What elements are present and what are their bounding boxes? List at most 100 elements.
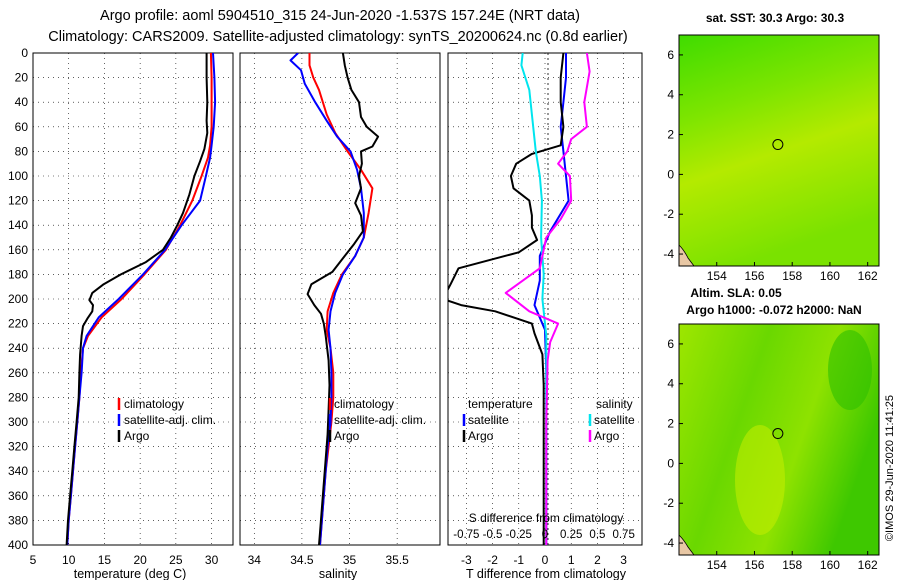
sst-map-panel: sat. SST: 30.3 Argo: 30.3 154 156 158 160 16… (663, 11, 880, 283)
s-tick-label: 0.5 (589, 529, 605, 541)
difference-legend-salinity: salinity satellite Argo (588, 397, 635, 443)
sla-map-title: Altim. SLA: 0.05 (690, 286, 782, 300)
depth-tick-label: 400 (8, 538, 28, 552)
legend-title-temperature: temperature (468, 397, 533, 411)
map-lat-label: 0 (667, 167, 674, 181)
sst-heatmap (679, 35, 879, 266)
map-lon-label: 158 (782, 558, 802, 572)
map-lat-label: 6 (667, 48, 674, 62)
depth-tick-label: 180 (8, 267, 28, 281)
x-tick-label: 30 (205, 553, 219, 567)
x-tick-label: 34.5 (290, 553, 314, 567)
series-line-argo (65, 53, 209, 545)
salinity-legend: climatology satellite-adj. clim. Argo (328, 397, 426, 443)
x-tick-label: -3 (461, 553, 472, 567)
s-tick-label: -0.25 (506, 529, 532, 541)
map-lat-label: 4 (667, 377, 674, 391)
sla-map-frame (678, 323, 880, 556)
difference-x-ticks: -3 -2 -1 0 1 2 3 (461, 553, 627, 567)
depth-tick-label: 120 (8, 194, 28, 208)
depth-tick-label: 160 (8, 243, 28, 257)
map-lat-label: -2 (663, 496, 674, 510)
map-lon-label: 156 (744, 269, 764, 283)
float-position-marker (772, 428, 784, 440)
series-line-argo (306, 53, 380, 545)
s-difference-label: S difference from climatology (469, 511, 624, 525)
map-lon-label: 154 (707, 558, 727, 572)
x-tick-label: 5 (30, 553, 37, 567)
legend-title-salinity: salinity (596, 397, 633, 411)
map-lat-label: 0 (667, 456, 674, 470)
float-position-marker (772, 139, 784, 151)
x-tick-label: 35 (343, 553, 357, 567)
header-line1: Argo profile: aoml 5904510_315 24-Jun-20… (100, 8, 580, 24)
difference-xlabel: T difference from climatology (466, 567, 627, 580)
salinity-xlabel: salinity (319, 567, 358, 580)
map-lat-label: 2 (667, 417, 674, 431)
sla-feature (735, 425, 785, 535)
depth-tick-label: 20 (15, 71, 29, 85)
depth-tick-label: 340 (8, 464, 28, 478)
s-tick-label: 0.75 (612, 529, 634, 541)
legend-label-climatology: climatology (334, 397, 394, 411)
depth-tick-label: 80 (15, 144, 29, 158)
sla-map-subtitle: Argo h1000: -0.072 h2000: NaN (686, 303, 861, 317)
x-tick-label: 2 (594, 553, 601, 567)
x-tick-label: -2 (487, 553, 498, 567)
difference-legend-temperature: temperature satellite Argo (462, 397, 533, 443)
depth-tick-label: 40 (15, 95, 29, 109)
s-tick-label: -0.75 (453, 529, 479, 541)
map-lon-label: 158 (782, 269, 802, 283)
x-tick-label: 15 (98, 553, 112, 567)
series-line-s-argo (504, 53, 591, 545)
land-patch (678, 244, 695, 267)
legend-label-argo: Argo (124, 429, 150, 443)
s-difference-ticks: -0.75 -0.5 -0.25 0 0.25 0.5 0.75 (453, 529, 635, 541)
temperature-gridlines (32, 53, 233, 545)
temperature-xlabel: temperature (deg C) (74, 567, 187, 580)
legend-label-t-argo: Argo (468, 429, 494, 443)
depth-tick-label: 200 (8, 292, 28, 306)
map-lat-label: 4 (667, 88, 674, 102)
sla-map-ticks: 154 156 158 160 162 -4 -2 0 2 4 6 (663, 337, 878, 572)
salinity-x-ticks: 34 34.5 35 35.5 (248, 553, 410, 567)
salinity-series (289, 53, 380, 545)
x-tick-label: 20 (133, 553, 147, 567)
sst-map-title: sat. SST: 30.3 Argo: 30.3 (706, 11, 845, 25)
temperature-legend: climatology satellite-adj. clim. Argo (117, 397, 216, 443)
map-lon-label: 160 (820, 269, 840, 283)
depth-tick-label: 260 (8, 366, 28, 380)
land-patch (678, 534, 695, 556)
header-line2: Climatology: CARS2009. Satellite-adjuste… (48, 29, 628, 45)
depth-tick-label: 320 (8, 440, 28, 454)
legend-label-s-satellite: satellite (594, 413, 635, 427)
x-tick-label: 1 (568, 553, 575, 567)
depth-axis-labels: 0 20 40 60 80 100 120 140 160 180 200 220 240 260 280 3… (8, 46, 28, 552)
sla-feature (828, 330, 872, 410)
map-lon-label: 162 (858, 269, 878, 283)
map-lat-label: -2 (663, 207, 674, 221)
map-lon-label: 162 (858, 558, 878, 572)
legend-label-s-argo: Argo (594, 429, 620, 443)
x-tick-label: -1 (513, 553, 524, 567)
temperature-series (65, 53, 217, 545)
depth-tick-label: 140 (8, 218, 28, 232)
s-tick-label: -0.5 (483, 529, 503, 541)
difference-series (448, 53, 591, 545)
legend-label-argo: Argo (334, 429, 360, 443)
sst-map-frame (678, 34, 880, 267)
depth-tick-label: 300 (8, 415, 28, 429)
sst-map-ticks: 154 156 158 160 162 -4 -2 0 2 4 6 (663, 48, 878, 283)
map-lat-label: -4 (663, 247, 674, 261)
salinity-panel: 34 34.5 35 35.5 salinity climatology satell… (239, 52, 441, 580)
depth-tick-label: 380 (8, 513, 28, 527)
map-lon-label: 154 (707, 269, 727, 283)
series-line-t-argo (448, 53, 565, 545)
map-lat-label: 6 (667, 337, 674, 351)
x-tick-label: 34 (248, 553, 262, 567)
depth-tick-label: 360 (8, 489, 28, 503)
legend-label-satellite: satellite-adj. clim. (124, 413, 216, 427)
legend-label-t-satellite: satellite (468, 413, 509, 427)
depth-tick-label: 220 (8, 317, 28, 331)
